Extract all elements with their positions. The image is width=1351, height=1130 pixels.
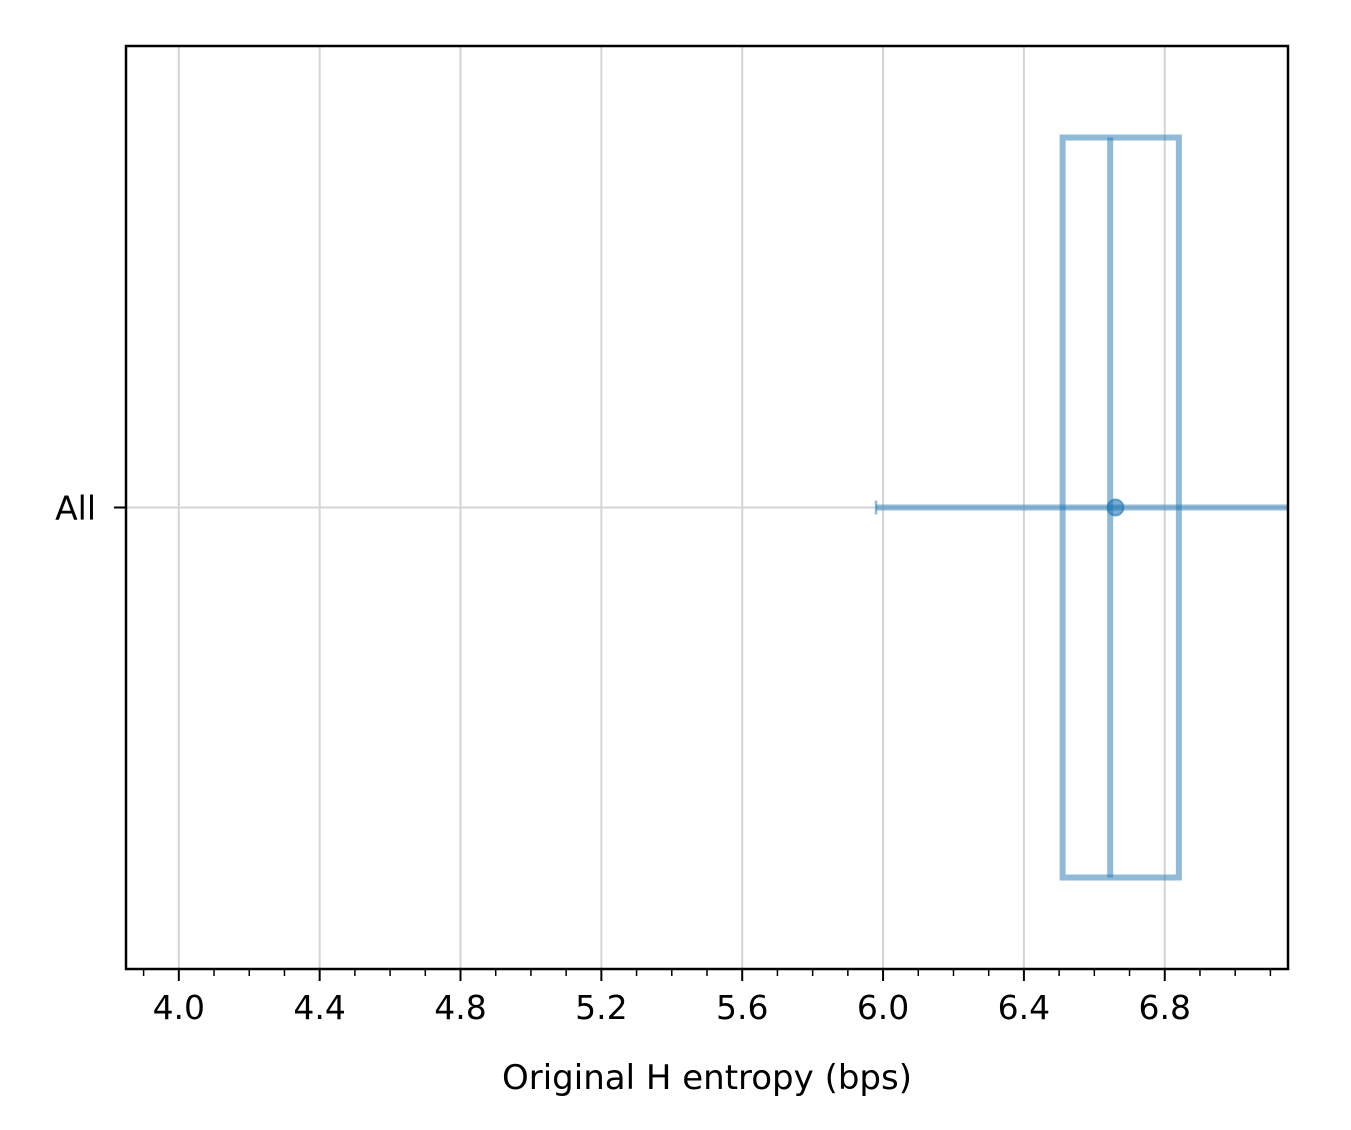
iqr-box <box>1059 134 1182 881</box>
x-tick-label: 5.2 <box>575 988 627 1027</box>
x-tick-label: 6.8 <box>1139 988 1191 1027</box>
x-tick-label: 6.4 <box>998 988 1050 1027</box>
mean-point <box>1106 498 1125 517</box>
ticks-layer: 4.0 4.4 4.8 5.2 5.6 6.0 6.4 6.8 All <box>55 489 1272 1027</box>
y-tick-label: All <box>55 489 96 528</box>
x-tick-label: 5.6 <box>716 988 768 1027</box>
x-tick-label: 4.8 <box>434 988 486 1027</box>
x-tick-label: 4.0 <box>153 988 205 1027</box>
x-tick-label: 6.0 <box>857 988 909 1027</box>
x-tick-label: 4.4 <box>293 988 345 1027</box>
marks-layer <box>874 134 1288 881</box>
box-plot-all <box>874 134 1288 881</box>
x-axis-label: Original H entropy (bps) <box>502 1058 912 1098</box>
